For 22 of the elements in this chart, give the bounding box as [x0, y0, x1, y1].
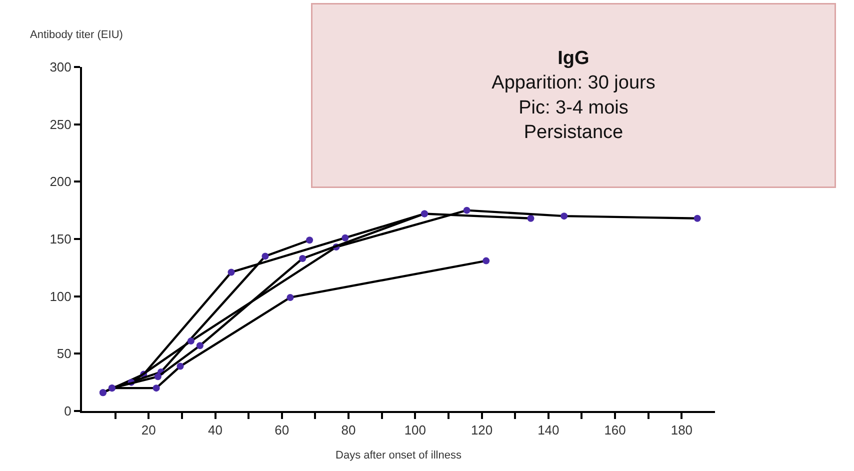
x-axis-title: Days after onset of illness [336, 449, 462, 462]
y-tick-label: 0 [64, 404, 72, 419]
x-tick-label: 140 [538, 422, 560, 438]
y-tick-label: 200 [50, 174, 72, 190]
y-axis-title: Antibody titer (EIU) [30, 29, 123, 41]
annotation: IgG [558, 48, 590, 69]
y-tick-label: 150 [50, 232, 72, 247]
annotation: Apparition: 30 jours [492, 72, 656, 94]
x-tick-label: 40 [208, 422, 222, 438]
y-tick-label: 100 [50, 288, 72, 304]
y-tick-label: 300 [50, 60, 72, 75]
y-tick-label: 50 [56, 346, 72, 362]
annotation: Pic: 3-4 mois [518, 97, 628, 118]
x-tick-label: 100 [404, 422, 426, 438]
x-tick-label: 20 [141, 422, 156, 438]
x-tick-label: 60 [274, 422, 290, 438]
annotation: Persistance [524, 122, 624, 144]
x-tick-label: 180 [670, 422, 693, 438]
y-tick-label: 250 [50, 116, 72, 132]
x-tick-label: 80 [341, 422, 356, 438]
x-tick-label: 120 [470, 422, 493, 438]
x-tick-label: 160 [604, 422, 626, 438]
